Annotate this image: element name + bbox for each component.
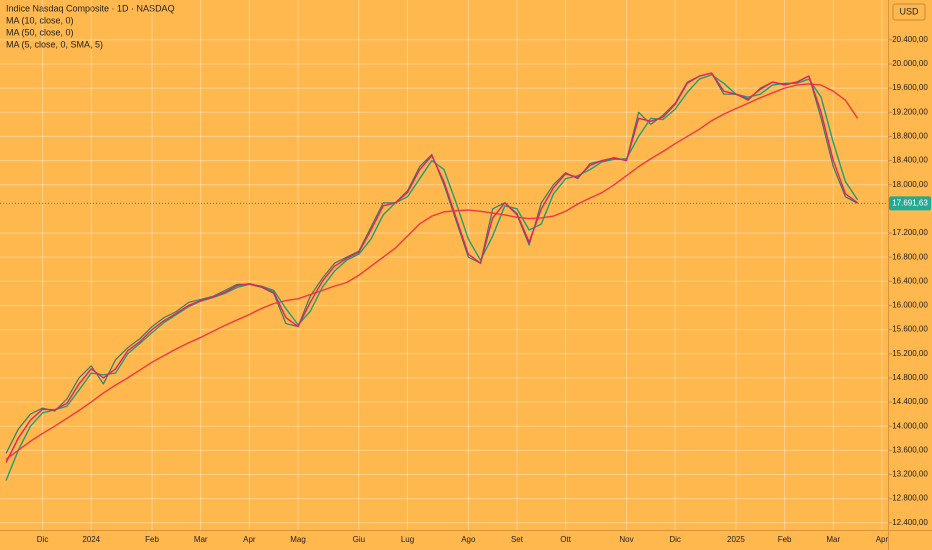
y-tick-label: 15.200,00 bbox=[892, 349, 928, 358]
x-tick-label: 2025 bbox=[727, 535, 745, 544]
y-tick-label: 13.600,00 bbox=[892, 445, 928, 454]
y-tick-label: 17.200,00 bbox=[892, 228, 928, 237]
x-tick-label: Feb bbox=[145, 535, 159, 544]
x-tick-label: Apr bbox=[876, 535, 889, 544]
y-tick-label: 20.000,00 bbox=[892, 59, 928, 68]
x-tick-label: Dic bbox=[669, 535, 681, 544]
last-price-tag bbox=[889, 196, 931, 211]
ma-line bbox=[5, 72, 859, 463]
legend-entry: MA (5, close, 0, SMA, 5) bbox=[6, 39, 103, 49]
chart-title: Indice Nasdaq Composite · 1D · NASDAQ bbox=[6, 3, 175, 13]
ma-line bbox=[5, 83, 859, 460]
x-tick-label: Mar bbox=[194, 535, 208, 544]
x-tick-label: Mar bbox=[826, 535, 840, 544]
x-tick-label: Feb bbox=[778, 535, 792, 544]
y-tick-label: 12.400,00 bbox=[892, 518, 928, 527]
y-tick-label: 18.800,00 bbox=[892, 132, 928, 141]
x-tick-label: Mag bbox=[290, 535, 306, 544]
y-tick-label: 14.800,00 bbox=[892, 373, 928, 382]
y-tick-label: 14.400,00 bbox=[892, 397, 928, 406]
last-price-label: 17.691,63 bbox=[892, 198, 928, 207]
y-tick-label: 20.400,00 bbox=[892, 35, 928, 44]
legend-entry: MA (10, close, 0) bbox=[6, 15, 74, 25]
x-tick-label: Lug bbox=[401, 535, 414, 544]
x-tick-label: Ott bbox=[560, 535, 571, 544]
y-tick-label: 12.800,00 bbox=[892, 494, 928, 503]
x-tick-label: 2024 bbox=[82, 535, 100, 544]
y-tick-label: 18.400,00 bbox=[892, 156, 928, 165]
y-tick-label: 16.800,00 bbox=[892, 252, 928, 261]
y-tick-label: 13.200,00 bbox=[892, 470, 928, 479]
legend-entry: MA (50, close, 0) bbox=[6, 27, 74, 37]
x-tick-label: Set bbox=[511, 535, 524, 544]
x-tick-label: Dic bbox=[37, 535, 49, 544]
y-tick-label: 16.000,00 bbox=[892, 301, 928, 310]
x-tick-label: Ago bbox=[461, 535, 476, 544]
x-tick-label: Nov bbox=[619, 535, 633, 544]
x-tick-label: Giu bbox=[353, 535, 365, 544]
y-tick-label: 19.600,00 bbox=[892, 83, 928, 92]
y-tick-label: 14.000,00 bbox=[892, 421, 928, 430]
x-tick-label: Apr bbox=[243, 535, 256, 544]
ma-line bbox=[5, 74, 859, 481]
plot-area bbox=[0, 0, 888, 530]
y-tick-label: 18.000,00 bbox=[892, 180, 928, 189]
currency: USD bbox=[899, 6, 919, 16]
y-tick-label: 16.400,00 bbox=[892, 276, 928, 285]
currency-box[interactable] bbox=[892, 3, 926, 21]
y-tick-label: 19.200,00 bbox=[892, 107, 928, 116]
y-tick-label: 15.600,00 bbox=[892, 325, 928, 334]
